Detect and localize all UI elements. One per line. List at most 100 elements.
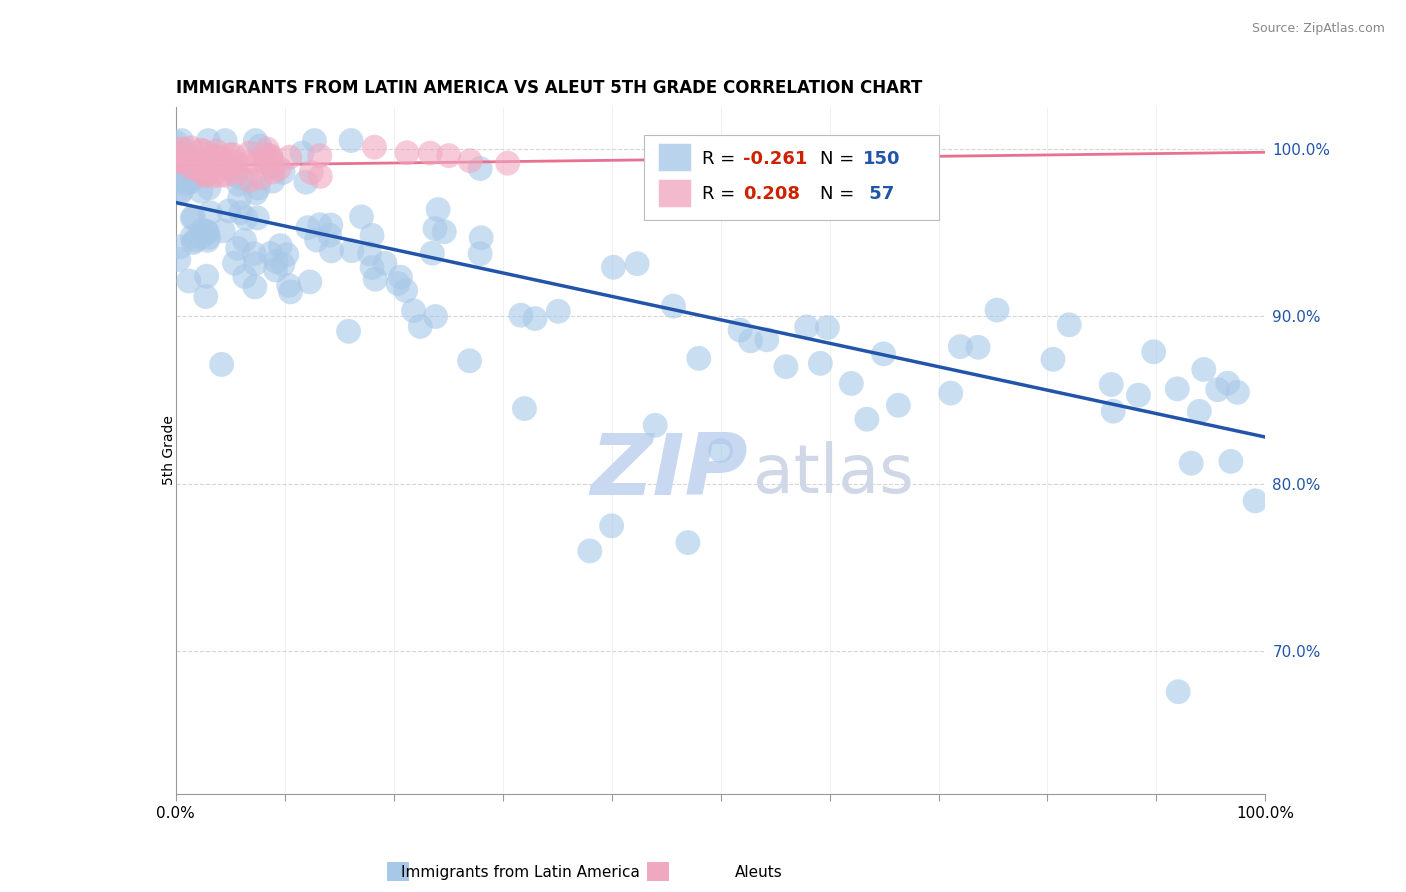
Point bbox=[257, 148, 280, 162]
Point bbox=[361, 260, 384, 275]
Point bbox=[350, 210, 373, 224]
Point bbox=[1226, 385, 1249, 400]
Point bbox=[205, 144, 228, 158]
Point bbox=[887, 398, 910, 412]
Point bbox=[259, 246, 281, 260]
Point bbox=[374, 256, 396, 270]
Point bbox=[225, 155, 247, 169]
Point bbox=[579, 544, 602, 558]
Point bbox=[176, 174, 198, 188]
Point bbox=[808, 356, 831, 370]
Point bbox=[224, 256, 246, 270]
FancyBboxPatch shape bbox=[644, 135, 939, 220]
Point bbox=[509, 308, 531, 322]
Point bbox=[1216, 376, 1239, 391]
Point bbox=[183, 153, 205, 167]
Point bbox=[194, 224, 217, 238]
Point bbox=[305, 233, 328, 247]
Point bbox=[524, 311, 547, 326]
Point bbox=[170, 142, 193, 156]
Point bbox=[197, 134, 219, 148]
Text: N =: N = bbox=[820, 150, 859, 168]
Point bbox=[337, 324, 360, 338]
Point bbox=[180, 141, 202, 155]
Point bbox=[856, 412, 879, 426]
Point bbox=[1042, 352, 1064, 367]
Point bbox=[280, 285, 302, 299]
Point bbox=[193, 166, 215, 180]
Point bbox=[194, 169, 217, 183]
Point bbox=[177, 150, 200, 164]
Point bbox=[184, 163, 207, 178]
Point bbox=[179, 160, 201, 174]
Text: 0.208: 0.208 bbox=[744, 186, 800, 203]
Point bbox=[239, 154, 262, 169]
Point bbox=[214, 134, 236, 148]
Point bbox=[308, 218, 330, 232]
Point bbox=[201, 149, 224, 163]
Point bbox=[1167, 684, 1189, 698]
Point bbox=[1180, 456, 1202, 470]
Point bbox=[170, 152, 193, 166]
Point bbox=[221, 159, 243, 173]
Point bbox=[387, 277, 409, 291]
Point bbox=[271, 258, 294, 272]
Point bbox=[197, 233, 219, 247]
Point bbox=[173, 177, 195, 191]
Point bbox=[298, 275, 321, 289]
Point bbox=[195, 269, 218, 284]
Point bbox=[167, 154, 190, 169]
Point bbox=[340, 134, 363, 148]
Point bbox=[165, 136, 187, 150]
Point bbox=[180, 175, 202, 189]
Text: ZIP: ZIP bbox=[591, 430, 748, 513]
Point bbox=[547, 304, 569, 318]
Point bbox=[229, 205, 252, 219]
Point bbox=[1099, 377, 1122, 392]
Point bbox=[309, 169, 332, 184]
Point bbox=[318, 228, 340, 243]
Point bbox=[423, 221, 446, 235]
Point bbox=[180, 175, 202, 189]
Point bbox=[221, 156, 243, 170]
Point bbox=[172, 157, 194, 171]
Point bbox=[183, 153, 205, 168]
Point bbox=[304, 134, 326, 148]
Point bbox=[626, 257, 648, 271]
Point bbox=[194, 289, 217, 303]
Point bbox=[233, 234, 256, 248]
Point bbox=[308, 148, 330, 162]
Point bbox=[262, 165, 284, 179]
Point bbox=[276, 247, 298, 261]
Point bbox=[437, 148, 460, 162]
Point bbox=[231, 171, 253, 186]
Point bbox=[243, 280, 266, 294]
Point bbox=[359, 246, 381, 260]
Point bbox=[166, 151, 188, 165]
Point bbox=[740, 334, 762, 348]
Point bbox=[208, 150, 231, 164]
Point bbox=[235, 211, 257, 226]
Point bbox=[229, 190, 252, 204]
Point bbox=[458, 153, 481, 168]
Point bbox=[1244, 494, 1267, 508]
Point bbox=[190, 230, 212, 244]
Point bbox=[228, 177, 250, 191]
Point bbox=[395, 145, 418, 160]
Point bbox=[170, 134, 193, 148]
Point bbox=[470, 161, 492, 176]
Point bbox=[238, 146, 260, 161]
Point bbox=[183, 211, 205, 225]
Point bbox=[218, 203, 240, 218]
Point bbox=[364, 272, 387, 286]
Point bbox=[260, 149, 283, 163]
FancyBboxPatch shape bbox=[658, 179, 692, 207]
Point bbox=[190, 144, 212, 158]
Point bbox=[181, 229, 204, 244]
Point bbox=[218, 148, 240, 162]
Point bbox=[967, 340, 990, 354]
Point bbox=[319, 218, 342, 232]
Text: atlas: atlas bbox=[754, 442, 914, 508]
Point bbox=[796, 319, 818, 334]
Point bbox=[872, 347, 894, 361]
